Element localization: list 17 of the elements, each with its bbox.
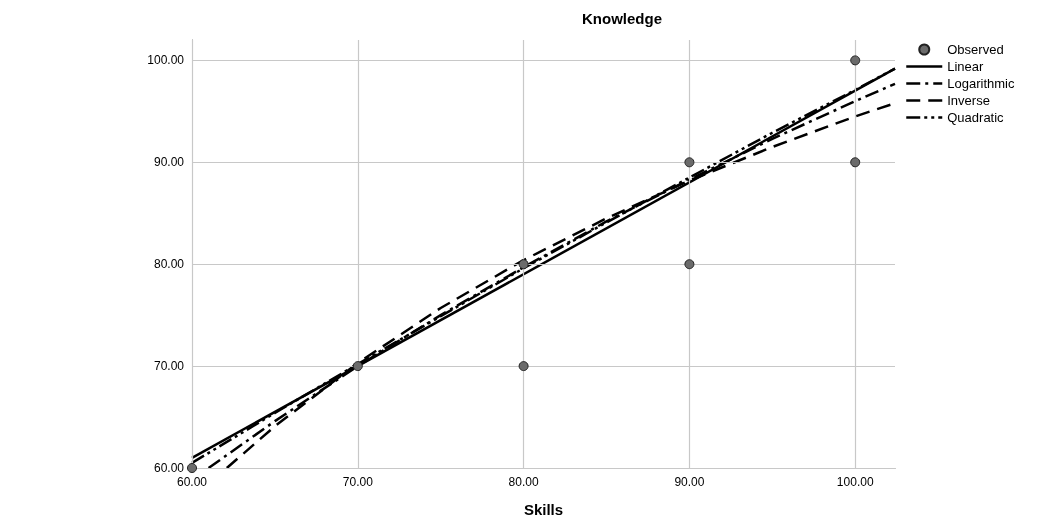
x-axis-title: Skills: [523, 501, 564, 518]
x-tick-label: 80.00: [508, 475, 539, 489]
x-tick-label: 90.00: [674, 475, 705, 489]
legend-label: Inverse: [947, 93, 990, 108]
chart-title: Knowledge: [581, 10, 663, 27]
legend-label: Linear: [947, 59, 985, 74]
x-tick-label: 100.00: [836, 475, 874, 489]
legend-label: Quadratic: [947, 110, 1005, 125]
x-tick-label: 70.00: [342, 475, 374, 489]
y-tick-label: 80.00: [153, 257, 185, 272]
legend-label: Observed: [947, 42, 1004, 57]
y-tick-label: 60.00: [153, 461, 185, 475]
y-tick-label: 70.00: [153, 359, 185, 374]
y-tick-label: 90.00: [153, 155, 185, 170]
x-tick-label: 60.00: [176, 475, 208, 489]
y-tick-label: 100.00: [147, 53, 185, 68]
legend-label: Logarithmic: [947, 76, 1015, 91]
